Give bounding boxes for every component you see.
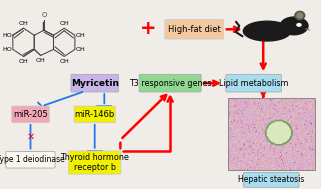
FancyBboxPatch shape: [6, 151, 55, 168]
Text: Myricetin: Myricetin: [71, 79, 119, 88]
FancyBboxPatch shape: [243, 173, 299, 187]
FancyBboxPatch shape: [12, 106, 49, 123]
FancyBboxPatch shape: [165, 20, 223, 39]
FancyBboxPatch shape: [226, 74, 281, 92]
Text: Lipid metabolism: Lipid metabolism: [219, 79, 288, 88]
FancyBboxPatch shape: [71, 74, 118, 92]
Text: +: +: [139, 19, 156, 38]
Text: T3 responsive genes: T3 responsive genes: [129, 79, 212, 88]
Text: Type 1 deiodinase: Type 1 deiodinase: [0, 155, 65, 164]
Text: Thyroid hormone
receptor b: Thyroid hormone receptor b: [60, 153, 129, 172]
FancyBboxPatch shape: [139, 74, 201, 92]
Text: miR-146b: miR-146b: [74, 110, 115, 119]
Bar: [228, 98, 315, 170]
Text: High-fat diet: High-fat diet: [168, 25, 221, 34]
FancyBboxPatch shape: [74, 106, 115, 123]
Text: ✕: ✕: [26, 132, 35, 142]
Text: miR-205: miR-205: [13, 110, 48, 119]
FancyBboxPatch shape: [68, 151, 121, 174]
Text: Hepatic steatosis: Hepatic steatosis: [238, 175, 304, 184]
